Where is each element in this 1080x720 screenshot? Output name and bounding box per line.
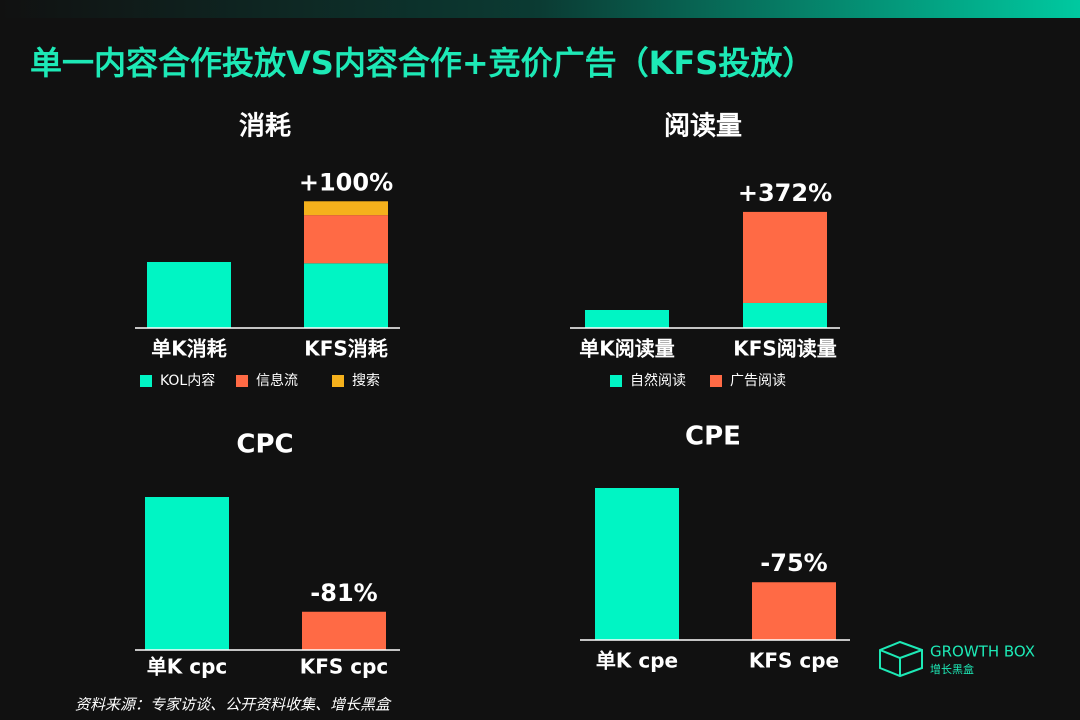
chart-title: 消耗: [239, 112, 291, 142]
bar: [595, 488, 679, 640]
bar-segment: [147, 262, 231, 328]
legend-label: 搜索: [352, 372, 380, 389]
legend-swatch: [332, 375, 344, 387]
category-label: 单K cpe: [596, 649, 678, 673]
legend-swatch: [610, 375, 622, 387]
bar-segment: [585, 310, 669, 328]
logo: GROWTH BOX 增长黑盒: [879, 640, 1035, 678]
annotation: +372%: [738, 179, 832, 207]
bar-segment: [743, 302, 827, 328]
category-label: 单K cpc: [147, 655, 228, 679]
logo-name: GROWTH BOX: [930, 643, 1035, 661]
legend-label: 广告阅读: [730, 372, 786, 389]
bar-segment: [743, 211, 827, 303]
chart-title: CPE: [685, 422, 741, 452]
top-bar: [0, 0, 1080, 18]
bar-segment: [304, 201, 388, 216]
bar: [145, 497, 229, 650]
page-title: 单一内容合作投放VS内容合作+竞价广告（KFS投放）: [30, 44, 814, 82]
legend-label: 自然阅读: [630, 372, 686, 389]
annotation: -75%: [760, 549, 827, 577]
source: 资料来源：专家访谈、公开资料收集、增长黑盒: [75, 696, 392, 714]
chart-title: CPC: [236, 430, 293, 460]
legend-label: KOL内容: [160, 372, 215, 389]
legend-swatch: [710, 375, 722, 387]
annotation: -81%: [310, 579, 377, 607]
bar-segment: [304, 263, 388, 328]
category-label: KFS阅读量: [733, 337, 837, 361]
bar-segment: [304, 215, 388, 264]
chart-title: 阅读量: [664, 112, 742, 142]
legend-swatch: [236, 375, 248, 387]
bar: [302, 611, 386, 650]
category-label: KFS消耗: [304, 337, 388, 361]
logo-icon: [879, 640, 923, 678]
category-label: KFS cpc: [300, 655, 389, 679]
category-label: 单K阅读量: [579, 337, 675, 361]
category-label: 单K消耗: [151, 337, 227, 361]
legend-label: 信息流: [256, 372, 298, 389]
category-label: KFS cpe: [749, 649, 839, 673]
logo-subtitle: 增长黑盒: [930, 662, 974, 676]
legend-swatch: [140, 375, 152, 387]
bar: [752, 582, 836, 640]
annotation: +100%: [299, 168, 393, 196]
